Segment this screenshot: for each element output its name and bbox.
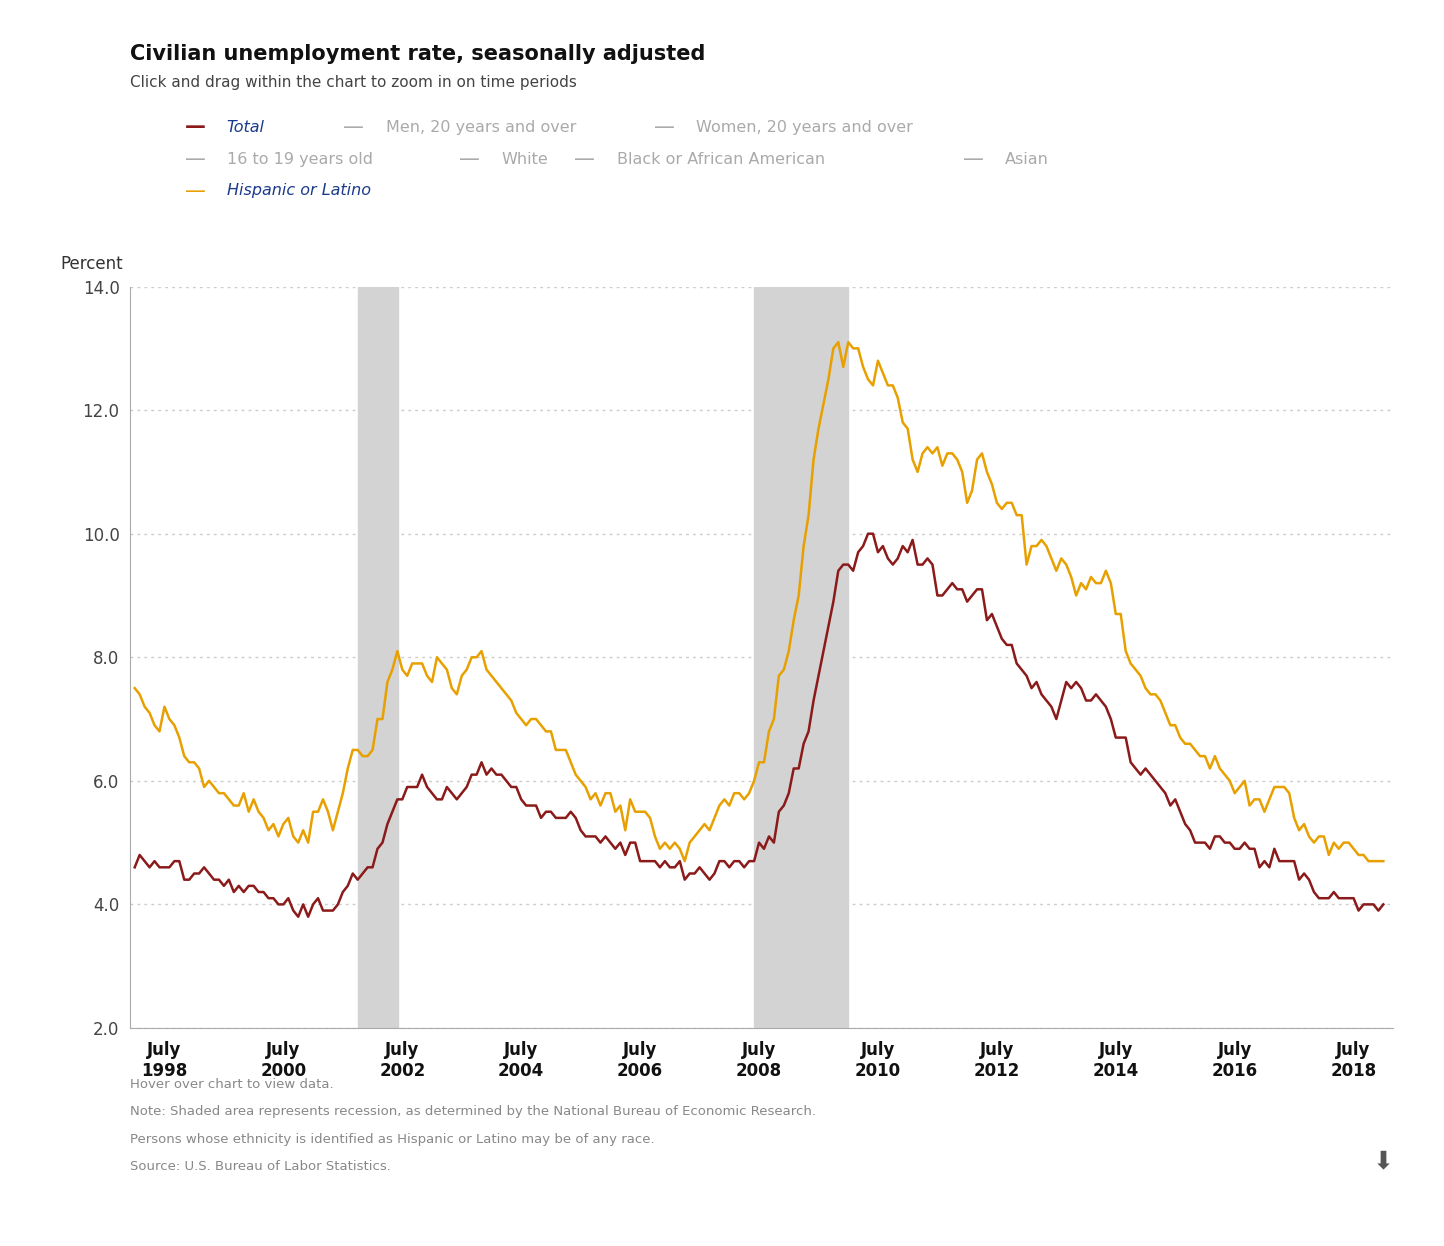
Text: Women, 20 years and over: Women, 20 years and over	[696, 120, 913, 135]
Text: —: —	[654, 117, 674, 137]
Text: Persons whose ethnicity is identified as Hispanic or Latino may be of any race.: Persons whose ethnicity is identified as…	[130, 1133, 654, 1145]
Text: Hispanic or Latino: Hispanic or Latino	[227, 183, 371, 198]
Text: Note: Shaded area represents recession, as determined by the National Bureau of : Note: Shaded area represents recession, …	[130, 1105, 816, 1118]
Text: —: —	[963, 150, 983, 169]
Text: Asian: Asian	[1005, 152, 1048, 167]
Text: Click and drag within the chart to zoom in on time periods: Click and drag within the chart to zoom …	[130, 75, 576, 90]
Text: Men, 20 years and over: Men, 20 years and over	[386, 120, 576, 135]
Text: Percent: Percent	[61, 255, 123, 273]
Text: Black or African American: Black or African American	[617, 152, 825, 167]
Text: —: —	[459, 150, 479, 169]
Text: —: —	[575, 150, 595, 169]
Text: Hover over chart to view data.: Hover over chart to view data.	[130, 1078, 334, 1090]
Bar	[358, 287, 397, 1028]
Text: Total: Total	[227, 120, 264, 135]
Text: —: —	[185, 117, 205, 137]
Text: —: —	[185, 150, 205, 169]
Text: —: —	[185, 181, 205, 201]
Text: Source: U.S. Bureau of Labor Statistics.: Source: U.S. Bureau of Labor Statistics.	[130, 1160, 391, 1172]
Text: 16 to 19 years old: 16 to 19 years old	[227, 152, 373, 167]
Text: Civilian unemployment rate, seasonally adjusted: Civilian unemployment rate, seasonally a…	[130, 44, 705, 64]
Text: White: White	[501, 152, 547, 167]
Bar	[754, 287, 848, 1028]
Text: ⬇: ⬇	[1373, 1149, 1393, 1174]
Text: —: —	[344, 117, 364, 137]
